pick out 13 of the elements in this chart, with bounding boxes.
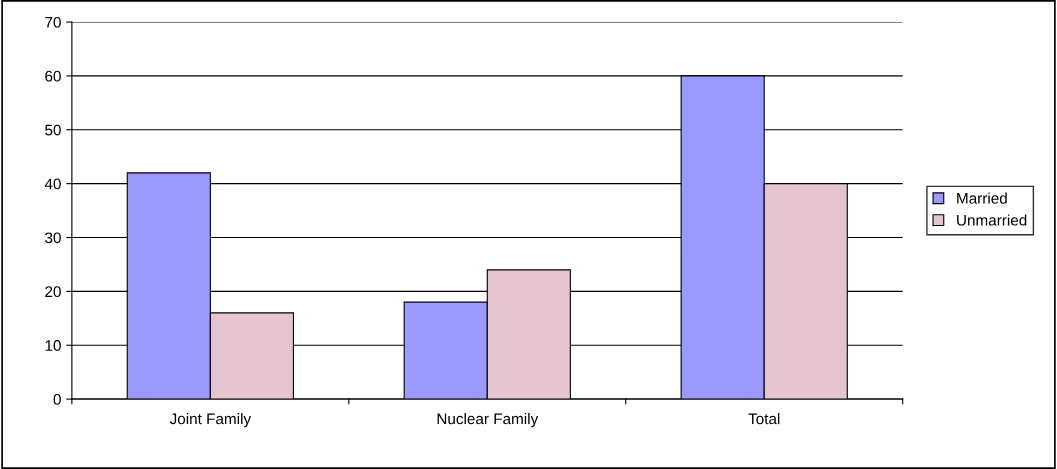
- y-tick-label: 20: [45, 286, 61, 298]
- x-tick-label: Nuclear Family: [437, 413, 539, 428]
- y-tick-label: 0: [53, 393, 61, 405]
- legend-label: Unmarried: [957, 214, 1027, 226]
- x-tick-label: Joint Family: [169, 413, 252, 428]
- y-tick-label: 30: [45, 232, 61, 244]
- y-tick-label: 60: [45, 70, 61, 82]
- y-tick-label: 40: [44, 178, 61, 190]
- y-tick-label: 10: [45, 340, 61, 351]
- legend-label: Married: [957, 192, 1007, 204]
- y-tick-label: 50: [45, 124, 61, 136]
- x-tick-label: Total: [748, 413, 780, 425]
- y-tick-label: 70: [45, 16, 61, 28]
